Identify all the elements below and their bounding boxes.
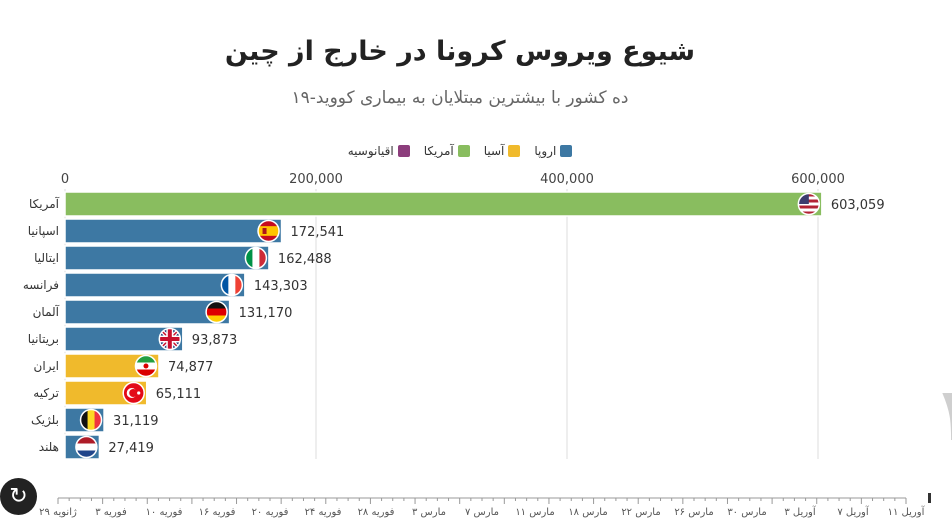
bar [64,191,823,217]
flag-ring [205,300,228,324]
timeline-label: آوریل ۳ [784,505,817,518]
date-watermark: آوریل ۱۴ [932,369,952,459]
timeline-label: مارس ۱۸ [568,507,607,518]
value-label: 93,873 [192,333,238,348]
timeline-label: فوریه ۲۸ [358,507,395,518]
flag-ring [75,435,98,459]
timeline-label: آوریل ۱۱ [888,505,926,518]
legend-item-america[interactable]: آمریکا [424,144,470,158]
bar-row: ایران 74,877 [34,353,214,379]
timeline-label: فوریه ۳ [95,507,127,518]
flag-ring [220,273,244,297]
category-label: ایران [34,359,59,374]
bar [64,299,231,325]
value-label: 27,419 [108,441,154,456]
timeline: ژانویه ۲۹ فوریه ۳ فوریه ۱۰ فوریه ۱۶ فوریه ۲۰… [39,493,931,518]
value-label: 143,303 [254,279,308,294]
spain-flag-icon [258,220,280,242]
category-label: فرانسه [23,278,59,293]
bar [64,218,283,244]
timeline-cursor [928,493,931,503]
bars-layer: آمریکا 603,059 اسپانیا 172,541 ایتالیا 162,48… [23,191,885,460]
flag-ring [257,219,280,243]
chart-title: شیوع ویروس کرونا در خارج از چین [224,36,696,67]
x-tick-label: 400,000 [540,172,594,187]
us-flag-icon [798,193,820,215]
legend: اروپا آسیا آمریکا اقیانوسیه [0,144,920,158]
replay-button[interactable]: ↻ [0,478,37,515]
bar-row: فرانسه 143,303 [23,272,308,298]
bar-row: آمریکا 603,059 [29,191,885,217]
france-flag-icon [221,274,243,296]
flag-ring [797,192,821,216]
legend-swatch-oceania [397,145,410,157]
legend-label-asia: آسیا [483,144,505,158]
bar-row: اسپانیا 172,541 [28,218,345,244]
legend-label-europe: اروپا [534,144,557,158]
value-label: 603,059 [831,198,885,213]
turkey-flag-icon [123,382,145,404]
timeline-label: ژانویه ۲۹ [39,507,77,518]
x-tick-label: 200,000 [289,172,343,187]
flag-ring [122,381,145,405]
category-label: اسپانیا [28,224,59,238]
legend-item-oceania[interactable]: اقیانوسیه [348,144,410,158]
flag-ring [244,246,268,270]
bar-row: هلند 27,419 [39,434,154,460]
netherlands-flag-icon [75,436,97,458]
category-label: بریتانیا [28,332,59,347]
bar-row: بلژیک 31,119 [31,407,159,433]
value-label: 172,541 [291,225,345,240]
timeline-label: مارس ۳۰ [727,507,766,518]
chart-subtitle: ده کشور با بیشترین مبتلایان به بیماری کو… [291,88,629,108]
legend-label-oceania: اقیانوسیه [347,144,394,158]
x-tick-label: 0 [61,172,69,187]
category-label: آلمان [33,304,60,319]
category-label: آمریکا [29,196,60,212]
legend-item-asia[interactable]: آسیا [484,144,521,158]
belgium-flag-icon [80,409,102,431]
category-label: ایتالیا [34,251,59,265]
value-label: 162,488 [278,252,332,267]
replay-icon: ↻ [9,484,28,509]
bar-row: بریتانیا 93,873 [28,326,238,352]
bar [64,272,246,298]
legend-swatch-america [457,145,470,157]
timeline-label: فوریه ۱۰ [146,507,183,518]
value-label: 65,111 [156,387,202,402]
flag-ring [79,408,103,432]
germany-flag-icon [206,301,228,323]
legend-swatch-asia [508,145,521,157]
legend-label-america: آمریکا [423,144,454,158]
bar-row: ایتالیا 162,488 [34,245,332,271]
legend-swatch-europe [560,145,573,157]
timeline-label: مارس ۷ [465,507,499,518]
timeline-label: مارس ۲۲ [621,507,660,518]
flag-ring [134,354,158,378]
value-label: 74,877 [168,360,214,375]
legend-item-europe[interactable]: اروپا [534,144,573,158]
bar [64,245,270,271]
value-label: 131,170 [239,306,293,321]
flag-ring [158,327,182,351]
timeline-label: فوریه ۱۶ [199,507,236,518]
timeline-label: فوریه ۲۰ [252,507,289,518]
timeline-label: آوریل ۷ [837,505,870,518]
category-label: ترکیه [33,386,59,401]
bar-row: آلمان 131,170 [33,299,293,325]
category-label: هلند [39,440,59,454]
value-label: 31,119 [113,414,159,429]
bar-row: ترکیه 65,111 [33,380,202,406]
category-label: بلژیک [31,413,59,428]
italy-flag-icon [245,247,267,269]
iran-flag-icon [135,355,157,377]
timeline-label: فوریه ۲۴ [305,507,342,518]
x-tick-label: 600,000 [791,172,845,187]
timeline-label: مارس ۳ [412,507,446,518]
timeline-label: مارس ۲۶ [674,507,713,518]
timeline-label: مارس ۱۱ [515,507,554,518]
